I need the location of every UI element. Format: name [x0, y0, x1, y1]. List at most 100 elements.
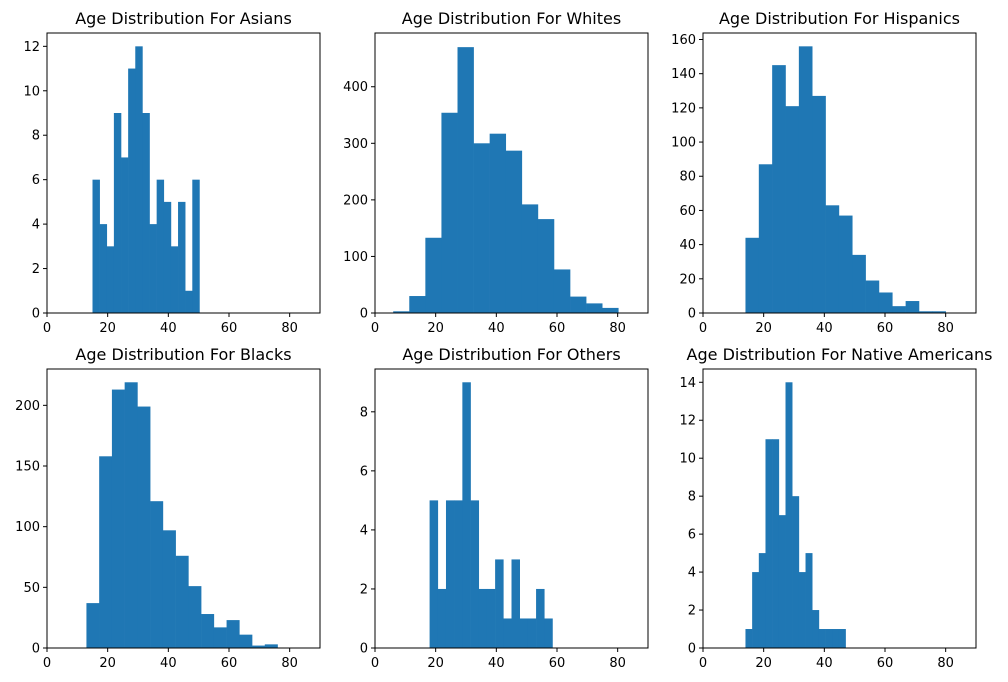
- histogram-bar: [252, 645, 266, 648]
- histogram-bar: [188, 586, 202, 648]
- histogram-bar: [544, 618, 553, 648]
- y-tick-label: 50: [23, 581, 40, 596]
- histogram-bar: [142, 113, 150, 313]
- y-tick-label: 150: [15, 460, 40, 475]
- histogram-bar: [486, 588, 496, 648]
- histogram-bar: [162, 530, 176, 648]
- histogram-bar: [772, 439, 780, 648]
- x-tick-label: 60: [221, 656, 238, 671]
- histogram-bar: [429, 500, 439, 648]
- histogram-bar: [602, 307, 619, 313]
- histogram-bar: [752, 572, 760, 648]
- x-tick-label: 60: [549, 656, 566, 671]
- histogram-bar: [505, 150, 523, 313]
- y-tick-label: 100: [671, 136, 696, 151]
- x-tick-label: 60: [549, 321, 566, 336]
- histogram-bar: [149, 224, 157, 313]
- y-tick-label: 14: [679, 376, 696, 391]
- histogram-bar: [878, 292, 893, 313]
- histogram-bar: [495, 559, 504, 648]
- histogram-bar: [852, 254, 866, 313]
- x-tick-label: 40: [488, 656, 505, 671]
- y-tick-label: 200: [15, 399, 40, 414]
- chart-title: Age Distribution For Hispanics: [719, 9, 960, 28]
- histogram-bar: [536, 588, 545, 648]
- histogram-bar: [150, 501, 164, 648]
- y-tick-label: 300: [343, 137, 368, 152]
- histogram-bar: [892, 306, 906, 313]
- histogram-bar: [812, 610, 820, 648]
- x-tick-label: 0: [699, 656, 707, 671]
- y-tick-label: 10: [679, 452, 696, 467]
- y-tick-label: 6: [360, 464, 368, 479]
- panel-whites: 0 20 40 60 80 0 100 200 300 400 Age Distribution F…: [343, 9, 649, 336]
- histogram-bar: [798, 46, 813, 313]
- histogram-bar: [185, 290, 193, 313]
- histogram-bar: [163, 201, 172, 313]
- histogram-bar: [213, 627, 227, 648]
- y-tick-label: 8: [688, 490, 696, 505]
- x-tick-label: 80: [609, 656, 626, 671]
- y-tick-label: 12: [23, 40, 40, 55]
- axes-frame: [374, 32, 649, 314]
- x-tick-label: 40: [816, 321, 833, 336]
- histogram-bar: [99, 456, 113, 648]
- histogram-bar: [92, 179, 100, 313]
- axes-frame: [46, 32, 321, 314]
- histogram-bar: [441, 112, 458, 314]
- histogram-bar: [113, 113, 122, 313]
- histogram-bar: [838, 215, 853, 313]
- histogram-bar: [393, 311, 410, 313]
- histogram-bar: [745, 237, 760, 313]
- panel-asians: 0 20 40 60 80 0 2 4 6 8 10 12 Age Distribution For A…: [23, 9, 321, 336]
- histogram-bar: [409, 296, 426, 313]
- histogram-bar: [778, 515, 786, 648]
- y-tick-label: 0: [688, 307, 696, 322]
- histogram-bar: [462, 382, 471, 648]
- x-tick-label: 80: [937, 321, 954, 336]
- y-tick-label: 4: [360, 523, 368, 538]
- chart-title: Age Distribution For Blacks: [75, 345, 291, 364]
- histogram-bar: [124, 382, 138, 648]
- x-tick-label: 80: [281, 321, 298, 336]
- x-tick-label: 20: [755, 321, 772, 336]
- histogram-bar: [137, 406, 151, 648]
- histogram-bar: [825, 205, 840, 313]
- x-tick-label: 0: [43, 656, 51, 671]
- histogram-bar: [264, 644, 278, 648]
- panel-hispanics: 0 20 40 60 80 0 20 40 60 80 100 120 140 160 Age Distri…: [671, 9, 977, 336]
- histogram-bar: [772, 65, 786, 313]
- histogram-bar: [758, 164, 773, 313]
- histogram-bar: [798, 572, 806, 648]
- histogram-bar: [812, 95, 826, 314]
- y-tick-label: 0: [32, 307, 40, 322]
- histogram-bar: [511, 559, 520, 648]
- y-tick-label: 100: [343, 250, 368, 265]
- y-tick-label: 60: [679, 204, 696, 219]
- histogram-bar: [521, 204, 539, 313]
- histogram-bar: [818, 629, 826, 648]
- panel-others: 0 20 40 60 80 0 2 4 6 8 Age Distribution For Other…: [360, 345, 649, 671]
- histogram-bar: [519, 618, 529, 648]
- histogram-bar: [570, 296, 587, 313]
- histogram-bar: [226, 620, 240, 648]
- histogram-bar: [128, 68, 136, 313]
- histogram-bar: [765, 439, 773, 648]
- histogram-bar: [201, 614, 215, 648]
- y-tick-label: 8: [360, 405, 368, 420]
- histogram-bar: [457, 47, 474, 313]
- y-tick-label: 20: [679, 272, 696, 287]
- x-tick-label: 80: [281, 656, 298, 671]
- x-tick-label: 40: [160, 321, 177, 336]
- histogram-bar: [178, 201, 186, 313]
- y-tick-label: 2: [32, 262, 40, 277]
- histogram-bar: [553, 269, 571, 313]
- y-tick-label: 4: [32, 218, 40, 233]
- y-tick-label: 4: [688, 566, 696, 581]
- histogram-bar: [745, 629, 753, 648]
- x-tick-label: 80: [937, 656, 954, 671]
- histogram-bar: [918, 311, 933, 313]
- chart-title: Age Distribution For Whites: [402, 9, 621, 28]
- histogram-bar: [470, 500, 480, 648]
